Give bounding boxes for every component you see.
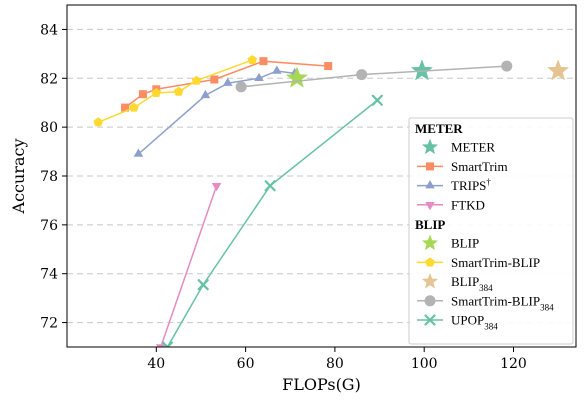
legend-marker: [424, 295, 436, 307]
data-point: [197, 279, 209, 291]
legend-box: [408, 117, 574, 345]
data-point: [272, 65, 282, 74]
x-tick-label: 80: [326, 356, 344, 372]
x-axis-label: FLOPs(G): [282, 375, 361, 394]
data-point: [501, 60, 513, 72]
legend-item: BLIP: [421, 234, 479, 251]
y-tick-label: 84: [40, 22, 58, 38]
x-tick-label: 120: [500, 356, 527, 372]
series-upop384: [161, 94, 383, 347]
legend-item: TRIPS†: [417, 177, 491, 193]
series-layer: [93, 54, 570, 347]
legend-marker: [425, 180, 435, 189]
series-blip384: [547, 59, 570, 81]
legend-group-title: BLIP: [415, 217, 445, 232]
series-blip: [285, 66, 309, 88]
legend-label: FTKD: [451, 197, 485, 212]
y-tick-label: 80: [40, 120, 58, 136]
legend-label: SmartTrim-BLIP384: [451, 293, 554, 312]
data-point: [211, 183, 222, 192]
legend-marker: [421, 272, 439, 289]
legend-marker: [421, 234, 439, 251]
data-point: [264, 180, 276, 192]
legend-marker: [426, 162, 434, 171]
data-point: [356, 69, 368, 81]
series-meter: [410, 59, 434, 81]
series-line: [241, 65, 507, 88]
series-line: [166, 99, 378, 347]
legend-group-title: METER: [415, 121, 463, 136]
series-line: [160, 185, 218, 347]
legend-marker: [425, 202, 435, 211]
y-tick-label: 72: [40, 316, 58, 332]
data-point: [285, 66, 309, 88]
data-point: [156, 344, 166, 347]
legend-item: SmartTrim-BLIP: [417, 255, 540, 270]
data-point: [200, 89, 211, 99]
data-point: [247, 54, 258, 65]
tick-layer: 72 74 76 78 80 82 84 40 60 80 100 120: [40, 22, 527, 372]
series-trips: [133, 65, 300, 157]
legend-marker: [425, 257, 435, 267]
data-point: [133, 148, 144, 157]
legend-label: SmartTrim: [451, 159, 508, 174]
legend-label: SmartTrim-BLIP: [451, 255, 540, 270]
x-tick-label: 60: [237, 356, 255, 372]
data-point: [129, 102, 139, 112]
legend-marker: [421, 138, 439, 155]
y-tick-label: 82: [40, 71, 58, 87]
series-smarttrim-blip: [93, 54, 258, 127]
legend-item: METER: [421, 138, 495, 155]
x-tick-label: 40: [147, 356, 165, 372]
legend: METER METER SmartTrim TRIPS† FTKD BLIP BLIP Sma…: [408, 117, 574, 345]
legend-marker: [424, 314, 436, 326]
legend-item: SmartTrim-BLIP384: [417, 293, 554, 312]
y-tick-label: 76: [40, 218, 58, 234]
legend-label: BLIP: [451, 236, 479, 251]
data-point: [173, 86, 184, 96]
series-ftkd: [156, 183, 222, 347]
data-point: [324, 62, 333, 71]
data-point: [161, 341, 174, 347]
data-point: [151, 87, 162, 97]
data-point: [191, 75, 202, 85]
legend-label: TRIPS†: [451, 177, 491, 193]
data-point: [235, 81, 247, 93]
data-point: [93, 117, 104, 127]
data-point: [121, 103, 130, 112]
data-point: [371, 94, 383, 106]
y-tick-label: 78: [40, 169, 58, 185]
data-point: [547, 59, 570, 81]
legend-label: METER: [451, 140, 495, 155]
legend-item: FTKD: [417, 197, 485, 212]
legend-item: SmartTrim: [417, 159, 508, 174]
data-point: [254, 72, 264, 82]
y-axis-label: Accuracy: [9, 139, 28, 215]
data-point: [210, 75, 219, 84]
series-smarttrim-blip384: [235, 60, 513, 93]
x-tick-label: 100: [411, 356, 438, 372]
data-point: [138, 90, 147, 99]
data-point: [222, 77, 233, 86]
data-point: [410, 59, 434, 81]
series-line: [97, 59, 253, 123]
y-tick-label: 74: [40, 267, 58, 283]
data-point: [259, 57, 268, 66]
